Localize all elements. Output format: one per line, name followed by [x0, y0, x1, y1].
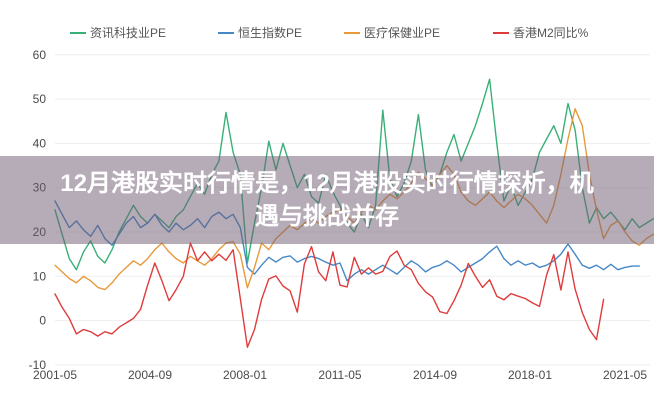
x-tick-label: 2008-01	[223, 368, 267, 382]
x-tick-label: 2018-01	[508, 368, 552, 382]
legend-label: 恒生指数PE	[238, 25, 302, 40]
legend-item-1[interactable]: 恒生指数PE	[218, 25, 302, 40]
y-tick-label: 10	[33, 269, 47, 283]
x-tick-label: 2021-05	[603, 368, 647, 382]
y-tick-label: -10	[29, 358, 47, 372]
y-tick-label: 60	[33, 48, 47, 62]
x-tick-label: 2011-05	[318, 368, 361, 382]
banner-title-line2: 遇与挑战并存	[255, 203, 399, 230]
legend-label: 资讯科技业PE	[90, 26, 166, 40]
y-tick-label: 40	[33, 136, 47, 150]
legend-label: 医疗保健业PE	[364, 26, 440, 40]
legend-label: 香港M2同比%	[513, 26, 589, 40]
y-tick-label: 50	[33, 92, 47, 106]
legend-item-0[interactable]: 资讯科技业PE	[70, 26, 166, 40]
legend-item-3[interactable]: 香港M2同比%	[493, 26, 589, 40]
title-banner-overlay: 12月港股实时行情是，12月港股实时行情探析，机 遇与挑战并存	[0, 156, 654, 244]
banner-title-line1: 12月港股实时行情是，12月港股实时行情探析，机	[60, 170, 594, 197]
legend-item-2[interactable]: 医疗保健业PE	[344, 26, 440, 40]
x-tick-label: 2001-05	[33, 368, 77, 382]
series-line-3	[54, 242, 605, 348]
x-tick-label: 2014-09	[413, 368, 457, 382]
x-tick-label: 2004-09	[128, 368, 172, 382]
y-tick-label: 0	[39, 314, 46, 328]
